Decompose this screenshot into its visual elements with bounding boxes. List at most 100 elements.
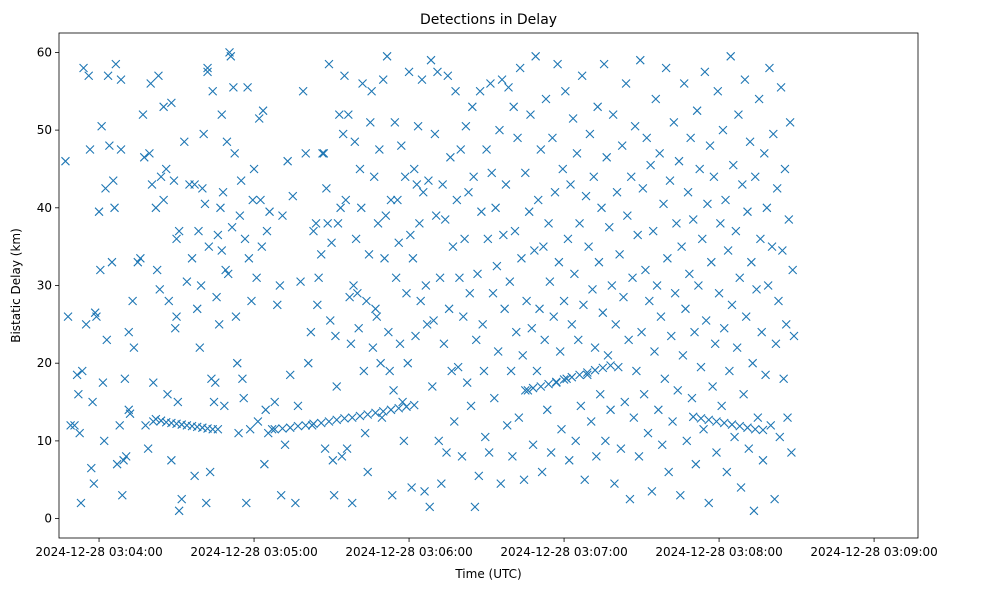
data-point-402	[628, 273, 637, 283]
data-point-505	[761, 370, 770, 380]
data-point-192	[356, 203, 366, 213]
data-point-460	[703, 199, 712, 209]
data-point-247	[427, 382, 437, 391]
data-point-249	[430, 129, 440, 139]
data-point-293	[487, 168, 497, 178]
data-point-355	[567, 319, 577, 329]
track-point-23	[347, 413, 357, 422]
data-point-471	[717, 401, 727, 411]
data-point-407	[634, 452, 644, 461]
data-point-114	[232, 358, 242, 368]
data-point-415	[644, 296, 654, 306]
data-point-69	[172, 234, 181, 244]
track-point-53	[758, 425, 768, 435]
data-point-457	[699, 424, 708, 434]
track-point-33	[528, 383, 538, 393]
data-point-388	[610, 479, 619, 489]
data-point-92	[205, 467, 215, 477]
track-point-16	[293, 421, 303, 431]
track-point-41	[590, 365, 600, 375]
data-point-226	[400, 172, 410, 182]
x-tick-label-2: 2024-12-28 03:06:00	[345, 545, 472, 559]
data-point-85	[197, 183, 207, 193]
data-point-509	[766, 420, 776, 430]
data-point-266	[452, 195, 462, 205]
data-point-174	[333, 218, 343, 228]
track-point-19	[316, 418, 326, 428]
data-point-97	[212, 292, 221, 302]
data-point-260	[444, 304, 454, 314]
data-point-26	[104, 141, 114, 151]
data-point-425	[657, 440, 667, 450]
data-point-102	[217, 246, 227, 255]
data-point-153	[301, 149, 311, 158]
data-point-256	[439, 339, 449, 349]
data-point-73	[174, 506, 184, 516]
data-point-261	[446, 152, 455, 162]
track-point-13	[270, 424, 280, 434]
data-point-103	[218, 187, 228, 197]
data-point-298	[493, 347, 503, 356]
data-point-180	[341, 195, 351, 205]
data-point-61	[159, 195, 169, 205]
data-point-500	[754, 94, 764, 104]
data-point-67	[169, 176, 179, 186]
data-point-119	[239, 393, 249, 403]
data-point-469	[714, 288, 724, 298]
data-point-429	[663, 253, 672, 263]
data-point-317	[518, 351, 528, 360]
data-point-305	[502, 420, 512, 430]
data-point-30	[111, 59, 121, 69]
data-point-203	[371, 304, 380, 314]
data-point-71	[173, 397, 183, 407]
data-point-339	[546, 448, 556, 457]
track-point-20	[324, 417, 334, 426]
data-point-347	[557, 424, 566, 434]
data-point-168	[325, 316, 335, 325]
data-point-230	[405, 230, 415, 240]
data-point-470	[715, 218, 725, 228]
data-point-157	[309, 226, 318, 236]
data-point-482	[731, 226, 741, 236]
data-point-294	[488, 288, 498, 298]
track-point-38	[567, 372, 577, 382]
data-point-313	[513, 133, 522, 143]
data-point-364	[579, 300, 588, 310]
data-point-284	[475, 86, 485, 96]
data-point-321	[523, 385, 533, 395]
data-point-440	[677, 242, 687, 252]
y-tick-label-0: 0	[44, 512, 52, 526]
data-point-464	[708, 382, 718, 391]
track-point-26	[371, 408, 380, 418]
data-point-219	[391, 273, 401, 283]
data-point-523	[784, 215, 794, 224]
data-point-359	[572, 149, 582, 158]
data-point-445	[683, 187, 693, 197]
data-point-63	[163, 389, 172, 399]
track-point-40	[582, 368, 592, 377]
data-point-227	[402, 288, 411, 298]
data-point-432	[666, 331, 676, 341]
data-point-292	[486, 79, 495, 88]
data-point-126	[248, 195, 258, 205]
x-tick-label-3: 2024-12-28 03:07:00	[500, 545, 627, 559]
data-point-295	[489, 393, 499, 403]
data-point-18	[94, 207, 104, 217]
data-point-264	[449, 417, 459, 426]
data-point-150	[293, 401, 303, 411]
track-point-39	[575, 370, 584, 380]
track-point-22	[340, 413, 349, 423]
data-point-308	[506, 366, 516, 376]
data-point-21	[98, 378, 108, 388]
data-point-430	[664, 467, 674, 477]
data-point-105	[221, 265, 231, 275]
data-point-44	[133, 257, 143, 267]
data-point-165	[321, 183, 331, 193]
data-point-418	[648, 226, 658, 236]
track-point-24	[355, 411, 365, 421]
data-point-414	[643, 428, 653, 438]
data-point-70	[172, 312, 181, 321]
data-point-80	[190, 471, 200, 481]
data-point-240	[418, 187, 428, 197]
data-point-371	[588, 284, 597, 294]
